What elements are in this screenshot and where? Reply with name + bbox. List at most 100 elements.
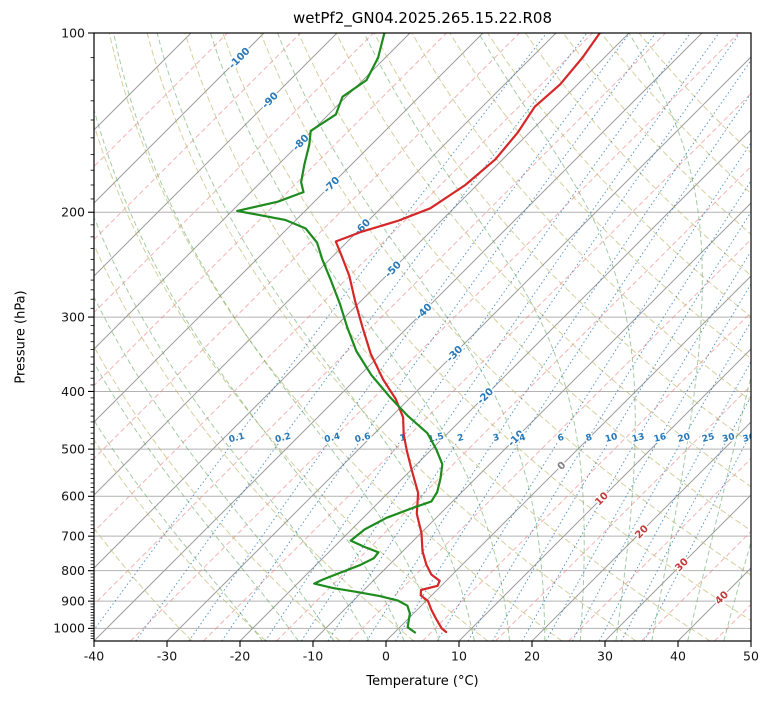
isotherm-line: [94, 33, 630, 569]
mixing-ratio-line: [545, 283, 751, 641]
moist-adiabat-line: [156, 33, 475, 641]
y-tick-label: 600: [61, 489, 85, 504]
mixing-ratio-label: 4: [518, 433, 526, 444]
mixing-ratio-line: [264, 33, 691, 641]
y-tick-label: 200: [61, 205, 85, 220]
mixing-ratio-line: [327, 33, 741, 641]
isotherm-label: -70: [322, 175, 343, 196]
y-tick-label: 300: [61, 309, 85, 324]
isotherm-dashed-line: [94, 33, 301, 241]
mixing-ratio-line: [94, 33, 548, 631]
moist-adiabat-line: [363, 33, 585, 641]
mixing-ratio-label: 2: [456, 433, 464, 444]
moist-adiabat-line: [94, 295, 335, 641]
moist-adiabat-line: [760, 33, 775, 641]
isotherm-line: [94, 33, 557, 496]
isotherm-label: 10: [593, 490, 611, 508]
mixing-ratio-label: 36: [742, 432, 757, 445]
mixing-ratio-label: 10: [604, 432, 619, 445]
isotherm-label: -20: [476, 386, 497, 407]
isotherm-label: 0: [556, 460, 569, 473]
mixing-ratio-label: 30: [721, 432, 736, 445]
isotherm-label: -50: [383, 260, 404, 281]
isotherm-dashed-line: [130, 33, 739, 641]
x-tick-label: 0: [382, 649, 390, 664]
dry-adiabat-line: [108, 33, 563, 641]
mixing-ratio-line: [598, 360, 751, 641]
y-tick-label: 800: [61, 563, 85, 578]
dry-adiabat-line: [94, 527, 193, 641]
isotherm-line: [94, 33, 411, 350]
isotherm-line: [94, 33, 703, 641]
isotherm-line: [94, 33, 192, 131]
dry-adiabat-line: [94, 123, 489, 641]
dry-adiabat-line: [373, 33, 751, 445]
isotherm-label: -90: [260, 91, 281, 112]
dry-adiabat-line: [222, 33, 751, 622]
isotherm-label: -100: [227, 46, 253, 72]
dewpoint-curve: [236, 33, 444, 634]
x-tick-label: -20: [230, 649, 250, 664]
mixing-ratio-label: 13: [631, 432, 646, 445]
sounding-profiles: [236, 33, 601, 634]
background-grid: [94, 33, 775, 641]
dry-adiabat-line: [297, 33, 751, 532]
mixing-ratio-line: [436, 141, 751, 641]
moist-adiabat-line: [94, 419, 263, 641]
x-tick-label: 20: [524, 649, 540, 664]
x-tick-label: -10: [303, 649, 323, 664]
isotherm-line: [166, 56, 751, 641]
y-tick-label: 900: [61, 593, 85, 608]
mixing-ratio-label: 0.4: [323, 432, 341, 446]
moist-adiabat-line: [113, 33, 440, 641]
y-tick-label: 500: [61, 441, 85, 456]
mixing-ratio-line: [366, 59, 751, 641]
mixing-ratio-label: 6: [557, 433, 565, 444]
mixing-ratio-label: 0.2: [274, 432, 292, 446]
isotherm-line: [94, 33, 484, 423]
moist-adiabat-line: [210, 33, 511, 641]
mixing-ratio-label: 0.1: [228, 432, 246, 446]
moist-adiabat-line: [94, 107, 405, 641]
mixing-ratio-line: [394, 92, 751, 641]
mixing-ratio-label: 25: [701, 432, 716, 445]
mixing-ratio-line: [467, 179, 751, 641]
moist-adiabat-line: [94, 361, 299, 641]
moist-adiabat-line: [478, 33, 636, 641]
dry-adiabat-line: [260, 33, 751, 576]
dry-adiabat-line: [94, 439, 267, 641]
dry-adiabat-line: [94, 243, 415, 641]
isotherm-dashed-line: [641, 530, 751, 641]
y-tick-label: 700: [61, 528, 85, 543]
isotherm-line: [239, 129, 751, 641]
moist-adiabat-line: [94, 215, 370, 641]
dry-adiabat-line: [184, 33, 711, 641]
isotherm-dashed-line: [94, 33, 666, 606]
x-tick-label: 30: [597, 649, 613, 664]
dry-adiabat-line: [146, 33, 637, 641]
mixing-ratio-label: 0.6: [354, 432, 372, 446]
y-tick-label: 1000: [53, 621, 85, 636]
moist-adiabat-line: [687, 373, 751, 641]
isotherm-label: 20: [633, 523, 651, 541]
mixing-ratio-line: [221, 33, 657, 641]
isotherm-line: [94, 33, 265, 204]
isotherm-dashed-line: [94, 33, 228, 168]
isotherm-label: 40: [713, 589, 731, 607]
isotherm-dashed-line: [94, 33, 374, 314]
mixing-ratio-label: 8: [585, 433, 593, 444]
dry-adiabat-line: [411, 33, 751, 402]
isotherm-dashed-line: [94, 33, 447, 387]
mixing-ratio-line: [188, 33, 631, 641]
x-axis-label: Temperature (°C): [366, 674, 479, 689]
isotherm-line: [385, 275, 751, 641]
mixing-ratio-label: 3: [492, 433, 500, 444]
isotherm-line: [750, 640, 751, 641]
mixing-ratio-label: 1: [399, 433, 407, 444]
moist-adiabat-line: [628, 33, 703, 641]
mixing-ratio-label: 20: [677, 432, 692, 445]
mixing-ratio-line: [300, 33, 720, 641]
isotherm-line: [677, 567, 751, 641]
x-tick-label: 10: [451, 649, 467, 664]
